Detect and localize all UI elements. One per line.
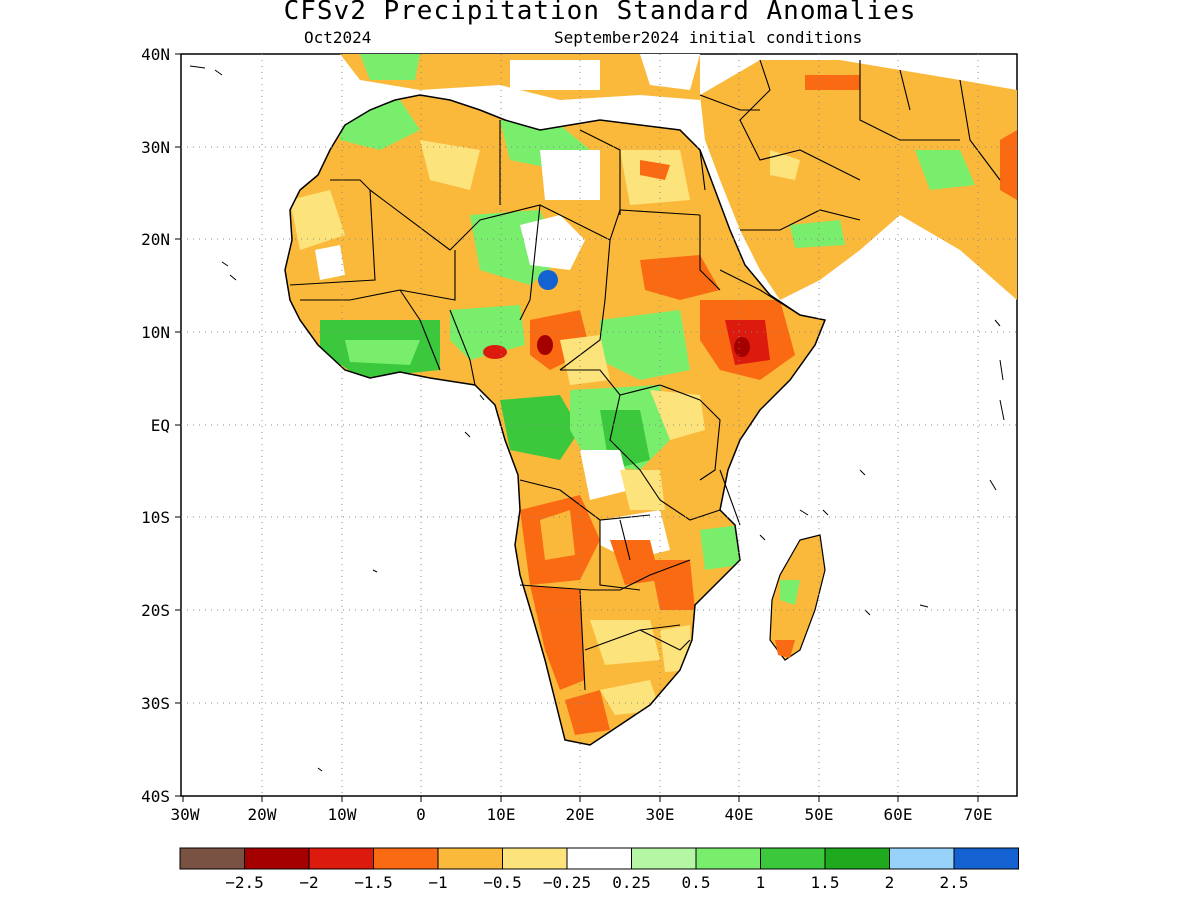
colorbar-swatch bbox=[631, 847, 697, 870]
anomaly-patch bbox=[775, 640, 795, 658]
anomaly-patch bbox=[650, 560, 695, 610]
lat-label: 20S bbox=[141, 601, 170, 620]
longitude-labels: 30W 20W 10W 0 10E 20E 30E 40E 50E 60E 70… bbox=[171, 805, 993, 824]
colorbar-label: −1 bbox=[428, 873, 447, 892]
lat-label: 40N bbox=[141, 45, 170, 64]
islands bbox=[189, 65, 1005, 772]
anomaly-patch bbox=[290, 190, 345, 250]
anomaly-patch bbox=[734, 337, 750, 357]
anomaly-patch bbox=[600, 310, 690, 380]
anomaly-patch bbox=[600, 680, 660, 715]
lon-label: 30E bbox=[646, 805, 675, 824]
initial-conditions: September2024 initial conditions bbox=[554, 28, 863, 47]
colorbar-swatch bbox=[760, 847, 826, 870]
anomaly-patch bbox=[650, 390, 705, 440]
colorbar-label: 1.5 bbox=[811, 873, 840, 892]
anomaly-patch bbox=[610, 540, 660, 585]
anomaly-patch bbox=[500, 395, 580, 460]
colorbar-labels: −2.5 −2 −1.5 −1 −0.5 −0.25 0.25 0.5 1 1.5 2 2.5 bbox=[225, 873, 968, 892]
lat-label: 10N bbox=[141, 323, 170, 342]
lon-label: 50E bbox=[805, 805, 834, 824]
anomaly-patch bbox=[483, 345, 507, 359]
anomaly-patch bbox=[315, 245, 345, 280]
anomaly-patch bbox=[1000, 130, 1017, 200]
anomaly-patch bbox=[770, 150, 800, 180]
colorbar bbox=[179, 847, 1019, 870]
colorbar-label: −1.5 bbox=[354, 873, 393, 892]
anomaly-patch bbox=[780, 580, 800, 605]
latitude-labels: 40N 30N 20N 10N EQ 10S 20S 30S 40S bbox=[141, 45, 170, 806]
anomaly-patch bbox=[805, 75, 860, 90]
colorbar-swatch bbox=[437, 847, 503, 870]
lon-label: 10E bbox=[487, 805, 516, 824]
lat-label: 30N bbox=[141, 138, 170, 157]
lon-label: 40E bbox=[725, 805, 754, 824]
anomaly-patch bbox=[620, 470, 665, 510]
colorbar-label: −2 bbox=[299, 873, 318, 892]
lat-label: 20N bbox=[141, 230, 170, 249]
colorbar-swatch bbox=[502, 847, 568, 870]
gridlines bbox=[181, 54, 1017, 796]
lon-label: 60E bbox=[884, 805, 913, 824]
middle-east-land bbox=[700, 60, 1017, 300]
anomaly-patch bbox=[640, 160, 670, 180]
anomaly-patch bbox=[540, 150, 600, 200]
lat-label: 40S bbox=[141, 787, 170, 806]
anomaly-patch bbox=[580, 450, 630, 500]
map-title: CFSv2 Precipitation Standard Anomalies bbox=[283, 0, 917, 26]
colorbar-label: −0.5 bbox=[483, 873, 522, 892]
colorbar-swatch bbox=[889, 847, 955, 870]
anomaly-patch bbox=[700, 525, 740, 570]
forecast-month: Oct2024 bbox=[304, 28, 372, 47]
colorbar-label: 0.25 bbox=[612, 873, 651, 892]
colorbar-label: 2 bbox=[885, 873, 895, 892]
colorbar-swatch bbox=[244, 847, 310, 870]
colorbar-label: −2.5 bbox=[225, 873, 264, 892]
lon-label: 20W bbox=[248, 805, 277, 824]
colorbar-swatch bbox=[824, 847, 890, 870]
lat-label: EQ bbox=[151, 416, 170, 435]
anomaly-patch bbox=[530, 585, 585, 690]
sea-area bbox=[640, 54, 700, 90]
lon-label: 70E bbox=[964, 805, 993, 824]
axis-ticks bbox=[175, 53, 979, 802]
colorbar-label: 0.5 bbox=[682, 873, 711, 892]
anomaly-patch bbox=[560, 335, 610, 385]
anomaly-patch bbox=[565, 690, 610, 735]
colorbar-swatch bbox=[566, 847, 632, 870]
lon-label: 0 bbox=[416, 805, 426, 824]
colorbar-label: 1 bbox=[756, 873, 766, 892]
colorbar-swatch bbox=[373, 847, 439, 870]
lon-label: 10W bbox=[328, 805, 357, 824]
lat-label: 30S bbox=[141, 694, 170, 713]
anomaly-patch bbox=[420, 140, 480, 190]
madagascar bbox=[769, 534, 826, 661]
colorbar-label: −0.25 bbox=[543, 873, 591, 892]
colorbar-swatch bbox=[953, 847, 1019, 870]
anomaly-patch bbox=[915, 150, 975, 190]
sea-area bbox=[510, 60, 600, 90]
colorbar-swatch bbox=[179, 847, 245, 870]
anomaly-patch bbox=[540, 510, 575, 560]
colorbar-swatch bbox=[695, 847, 761, 870]
anomaly-patch bbox=[520, 215, 585, 270]
lon-label: 30W bbox=[171, 805, 200, 824]
colorbar-label: 2.5 bbox=[940, 873, 969, 892]
anomaly-patch bbox=[345, 340, 420, 365]
anomaly-patch bbox=[537, 335, 553, 355]
lon-label: 20E bbox=[566, 805, 595, 824]
lake-chad-anomaly bbox=[538, 270, 558, 290]
anomaly-patch bbox=[360, 54, 420, 80]
anomaly-patch bbox=[790, 220, 845, 248]
lat-label: 10S bbox=[141, 508, 170, 527]
colorbar-swatch bbox=[308, 847, 374, 870]
